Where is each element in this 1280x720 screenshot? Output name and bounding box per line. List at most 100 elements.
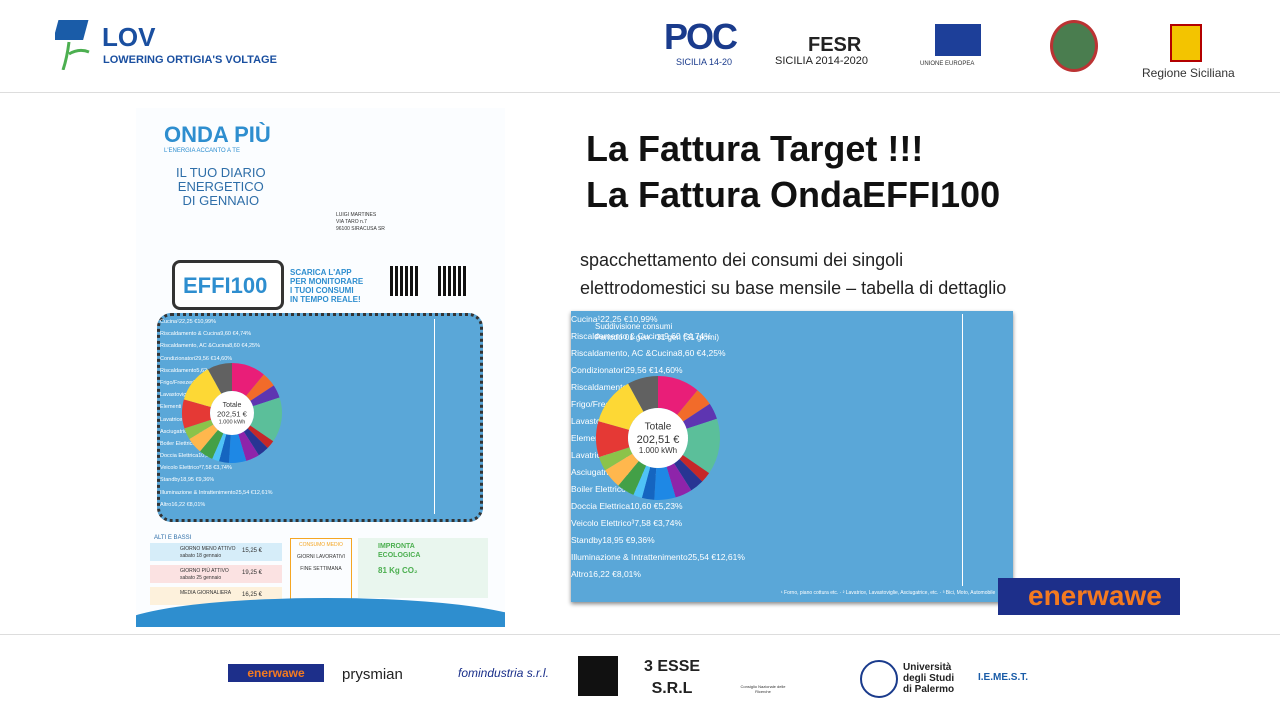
- row-share: 4,25%: [701, 348, 726, 358]
- donut-slice: [247, 425, 274, 449]
- table-row: Doccia Elettrica10,60 €5,23%: [571, 498, 1013, 515]
- row-share: 5,23%: [658, 501, 683, 511]
- row-name: Altro: [160, 501, 172, 508]
- day-date: sabato 18 gennaio: [180, 553, 222, 559]
- donut-slice: [250, 397, 282, 442]
- row-share: 9,36%: [630, 535, 655, 545]
- title-line: La Fattura OndaEFFI100: [586, 174, 1001, 215]
- row-cost: 22,25 €: [178, 319, 198, 325]
- partner-logo: SICILIA 14-20: [676, 57, 733, 67]
- region-crest: [1170, 24, 1202, 62]
- row-share: 4,25%: [244, 343, 260, 350]
- donut-slice: [184, 419, 214, 440]
- heading-line: IL TUO DIARIO: [176, 165, 266, 180]
- donut-total: 1.000 kWh: [219, 420, 246, 426]
- donut-total: 202,51 €: [637, 434, 680, 446]
- donut-slice: [243, 428, 268, 456]
- row-share: 10,99%: [628, 314, 658, 324]
- row-name: Veicolo Elettrico³: [571, 518, 635, 528]
- row-name: Illuminazione & Intrattenimento: [160, 489, 236, 496]
- row-name: Boiler Elettrico: [571, 484, 626, 494]
- donut-slice: [618, 461, 647, 495]
- row-cost: 9,60 €: [220, 331, 236, 338]
- row-cost: 25,54 €: [235, 489, 254, 496]
- mini-table: Totale 202,51 € 1.000 kWh Cucina¹22,25 €10…: [157, 313, 483, 522]
- app-line: IN TEMPO REALE!: [290, 295, 361, 304]
- row-name: Lavastoviglie: [571, 416, 621, 426]
- donut-total: Totale: [645, 422, 672, 433]
- days: GIORNO MENO ATTIVO sabato 18 gennaio 15,25…: [150, 543, 290, 613]
- heading-line: ENERGETICO: [177, 179, 264, 194]
- table-row: Illuminazione & Intrattenimento25,54 €12…: [160, 487, 480, 499]
- app-line: SCARICA L'APP: [290, 268, 352, 277]
- address-line: 96100 SIRACUSA SR: [336, 226, 385, 232]
- footer-logo: Consiglio Nazionale delle Ricerche: [740, 684, 786, 694]
- donut-total: 202,51 €: [217, 409, 248, 418]
- day-cost: 16,25 €: [242, 592, 263, 598]
- eco-line: 81 Kg CO₂: [378, 566, 418, 575]
- row-share: 4,74%: [687, 331, 712, 341]
- table-heading: Suddivisione consumi: [595, 322, 673, 331]
- row-cost: 7,58 €: [634, 518, 658, 528]
- day-label: MEDIA GIORNALIERA: [180, 590, 232, 596]
- donut-slice: [641, 466, 657, 500]
- row-name: Condizionatori: [160, 355, 196, 362]
- donut-slice: [677, 390, 710, 422]
- table-row: Condizionatori29,56 €14,60%: [571, 362, 1013, 379]
- row-cost: 29,56 €: [195, 355, 214, 362]
- row-share: 10,99%: [197, 319, 216, 325]
- donut-slice: [183, 369, 222, 408]
- row-name: Altro: [571, 569, 589, 579]
- day-label: GIORNO MENO ATTIVO: [180, 546, 236, 552]
- table-row: Condizionatori29,56 €14,60%: [160, 353, 480, 365]
- row-name: Asciugatrice: [571, 467, 618, 477]
- avg-line: GIORNI LAVORATIVI: [297, 554, 345, 560]
- donut-slice: [674, 459, 703, 491]
- row-cost: 22,25 €: [600, 314, 629, 324]
- table-row: Illuminazione & Intrattenimento25,54 €12…: [571, 549, 1013, 566]
- row-cost: 8,60 €: [229, 343, 245, 350]
- row-cost: 9,60 €: [664, 331, 688, 341]
- address-line: VIA TARO n.7: [336, 219, 367, 225]
- partner-logo: Regione Siciliana: [1142, 66, 1235, 80]
- day-date: sabato 25 gennaio: [180, 575, 222, 581]
- day-label: GIORNO PIÙ ATTIVO: [180, 568, 229, 574]
- day-box: GIORNO MENO ATTIVO sabato 18 gennaio 15,25…: [150, 543, 282, 561]
- table-row: Altro16,22 €8,01%: [571, 566, 1013, 583]
- invoice-brand: ONDA PIÙ: [164, 122, 271, 147]
- table-period: Periodo 01 gen - 31 gen (31 giorni): [595, 333, 720, 342]
- donut-slice: [658, 376, 698, 415]
- logo-line: S.R.L: [651, 680, 693, 697]
- donut-slice: [189, 424, 218, 452]
- row-name: Doccia Elettrica: [160, 453, 199, 460]
- qr: [390, 266, 420, 296]
- row-name: Riscaldamento & Cucina: [571, 331, 665, 341]
- donut-slice: [598, 383, 644, 430]
- table-row: Standby18,95 €9,36%: [160, 474, 480, 486]
- panel: [53, 20, 89, 40]
- table-footnote: ¹ Forno, piano cottura etc. · ² Lavatric…: [781, 590, 996, 596]
- row-name: Standby: [160, 477, 181, 484]
- partner-logo: SICILIA 2014-2020: [775, 55, 868, 67]
- donut-slice: [683, 403, 717, 429]
- col-sep: [962, 314, 963, 586]
- footer-logo: fomindustria s.r.l.: [458, 666, 549, 680]
- avg-line: FINE SETTIMANA: [300, 566, 342, 572]
- row-cost: 18,95 €: [180, 477, 199, 484]
- donut-slice: [207, 363, 232, 394]
- row-share: 9,36%: [198, 477, 215, 484]
- donut-slice: [633, 465, 651, 498]
- donut-slice: [679, 454, 710, 482]
- row-cost: 5,62 €: [196, 367, 212, 374]
- emblem: [1050, 20, 1098, 72]
- eco-line: ECOLOGICA: [378, 552, 421, 559]
- avg-line: CONSUMO MEDIO: [299, 542, 343, 548]
- footer-logo: I.E.ME.S.T.: [978, 672, 1029, 683]
- donut-slice: [212, 433, 227, 462]
- row-cost: 16,22 €: [171, 501, 190, 508]
- row-name: Lavatrice: [160, 416, 183, 423]
- invoice-tagline: L'ENERGIA ACCANTO A TE: [164, 148, 240, 154]
- consumption-table: Suddivisione consumi Periodo 01 gen - 31…: [571, 311, 1013, 602]
